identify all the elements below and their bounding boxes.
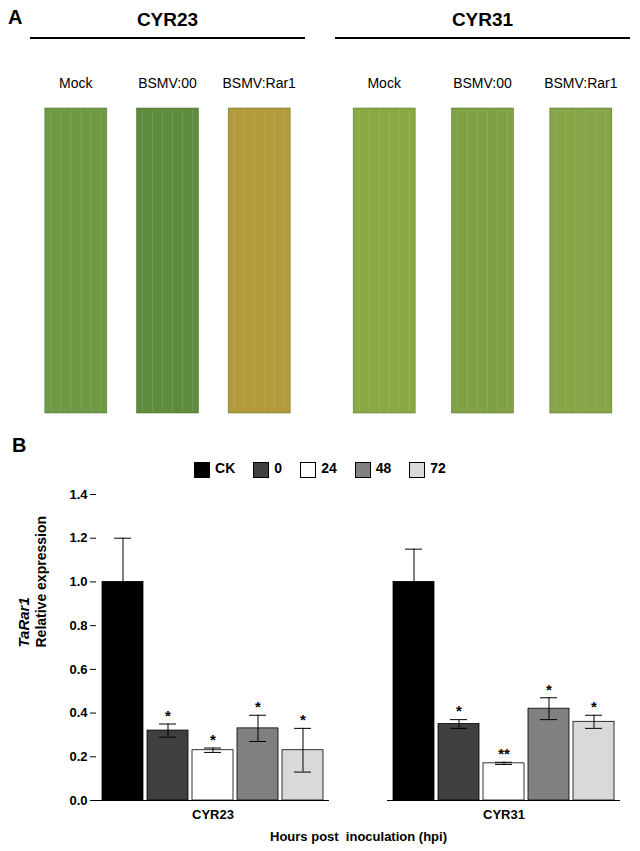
svg-text:Hours post inoculation (hpi): Hours post inoculation (hpi) (270, 829, 447, 844)
html-text:0: 0 (274, 460, 283, 477)
svg-text:CYR31: CYR31 (483, 807, 525, 822)
svg-text:*: * (300, 711, 306, 728)
svg-text:1.2: 1.2 (69, 530, 87, 545)
svg-text:Mock: Mock (59, 75, 93, 91)
svg-text:0.4: 0.4 (69, 705, 88, 720)
svg-text:CYR23: CYR23 (137, 9, 198, 30)
svg-text:TaRar1: TaRar1 (15, 597, 32, 647)
svg-text:A: A (8, 6, 22, 28)
svg-text:0.8: 0.8 (69, 618, 87, 633)
svg-text:CYR31: CYR31 (452, 9, 514, 30)
svg-text:BSMV:Rar1: BSMV:Rar1 (544, 75, 618, 91)
svg-text:0.0: 0.0 (69, 793, 87, 808)
svg-text:**: ** (498, 745, 510, 762)
svg-text:BSMV:00: BSMV:00 (453, 75, 512, 91)
svg-text:BSMV:00: BSMV:00 (138, 75, 197, 91)
html-text:72: 72 (430, 460, 446, 477)
html-text:48: 48 (375, 460, 392, 477)
svg-text:*: * (456, 702, 462, 719)
html-text:24: 24 (321, 460, 337, 477)
svg-text:0.6: 0.6 (69, 662, 87, 677)
svg-text:*: * (591, 698, 597, 715)
svg-text:Relative expression: Relative expression (33, 516, 49, 648)
svg-text:*: * (165, 707, 171, 724)
svg-text:*: * (255, 698, 261, 715)
svg-text:*: * (210, 731, 216, 748)
svg-text:*: * (546, 681, 552, 698)
svg-text:1.0: 1.0 (69, 574, 87, 589)
svg-text:Mock: Mock (367, 75, 401, 91)
svg-text:BSMV:Rar1: BSMV:Rar1 (222, 75, 296, 91)
html-text:CK: CK (215, 460, 236, 477)
svg-text:1.4: 1.4 (69, 487, 88, 502)
html-text:B: B (12, 434, 27, 456)
svg-text:CYR23: CYR23 (192, 807, 234, 822)
svg-text:0.2: 0.2 (69, 749, 87, 764)
